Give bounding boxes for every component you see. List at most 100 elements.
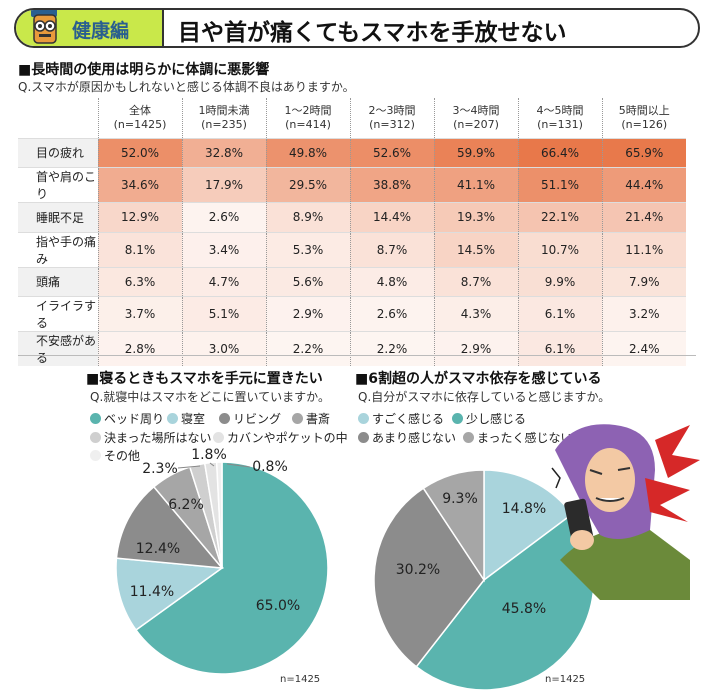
legend-label: 決まった場所はない xyxy=(104,431,212,445)
pie1-question: Q.就寝中はスマホをどこに置いていますか。 xyxy=(90,390,330,404)
table-cell: 8.7% xyxy=(433,266,518,297)
table-cell: 4.3% xyxy=(433,296,518,332)
legend-label: 寝室 xyxy=(181,412,206,426)
section-divider xyxy=(18,355,696,356)
column-n: (n=235) xyxy=(201,117,247,131)
legend-label: まったく感じない xyxy=(477,431,573,445)
legend-item: 寝室 xyxy=(167,410,205,427)
table-cell: 32.8% xyxy=(181,137,266,168)
table-cell: 44.4% xyxy=(601,167,686,203)
pie-1 xyxy=(115,461,329,675)
pie-slice xyxy=(215,461,223,569)
table-cell: 5.1% xyxy=(181,296,266,332)
legend-swatch xyxy=(358,413,369,424)
pie-slice xyxy=(422,469,485,583)
pie1-title: ■寝るときもスマホを手元に置きたい xyxy=(86,371,323,387)
table-row: 睡眠不足 12.9% 2.6% 8.9% 14.4% 19.3% 22.1% 21.4% xyxy=(18,202,686,233)
table-cell: 34.6% xyxy=(97,167,182,203)
slice-label: 30.2% xyxy=(396,562,440,578)
table-cell: 29.5% xyxy=(265,167,350,203)
table-cell: 10.7% xyxy=(517,231,602,268)
slice-label: 6.2% xyxy=(168,497,204,513)
table-cell: 2.6% xyxy=(181,202,266,233)
table-cell: 6.1% xyxy=(517,296,602,332)
table-cell: 2.9% xyxy=(265,296,350,332)
table-cell: 8.7% xyxy=(349,231,434,268)
slice-label: 45.8% xyxy=(502,601,546,617)
mascot-icon xyxy=(31,10,57,44)
column-header: 全体 (n=1425) xyxy=(97,98,182,138)
stressed-person-illustration xyxy=(551,424,700,600)
column-name: 4～5時間 xyxy=(536,103,584,117)
header-bar: 健康編 目や首が痛くてもスマホを手放せない xyxy=(14,8,700,48)
legend-label: あまり感じない xyxy=(372,431,457,445)
table-cell: 65.9% xyxy=(601,137,686,168)
column-header: 3～4時間 (n=207) xyxy=(433,98,518,138)
slice-label: 1.8% xyxy=(191,447,227,463)
legend-swatch xyxy=(358,432,369,443)
pie-slice xyxy=(134,461,329,675)
row-label: 不安感がある xyxy=(18,331,98,367)
table-cell: 3.0% xyxy=(181,331,266,367)
table-cell: 8.9% xyxy=(265,202,350,233)
legend-item: 書斎 xyxy=(292,410,330,427)
column-header: 1時間未満 (n=235) xyxy=(181,98,266,138)
column-name: 3～4時間 xyxy=(452,103,500,117)
slice-label: 14.8% xyxy=(502,501,546,517)
table-cell: 6.3% xyxy=(97,266,182,297)
column-name: 2～3時間 xyxy=(368,103,416,117)
legend-label: ベッド周り xyxy=(104,412,165,426)
table-row: 首や肩のこり 34.6% 17.9% 29.5% 38.8% 41.1% 51.1% 44.4… xyxy=(18,167,686,203)
table-cell: 5.3% xyxy=(265,231,350,268)
slice-label: 12.4% xyxy=(136,541,180,557)
table-cell: 49.8% xyxy=(265,137,350,168)
symptom-table: 全体 (n=1425) 1時間未満 (n=235) 1～2時間 (n=414) 2～3時間(… xyxy=(18,98,686,367)
pie2-question: Q.自分がスマホに依存していると感じますか。 xyxy=(358,390,611,404)
table-cell: 4.8% xyxy=(349,266,434,297)
pie-slice xyxy=(115,557,225,632)
row-label: イライラする xyxy=(18,296,98,332)
legend-item: リビング xyxy=(219,410,281,427)
column-header: 5時間以上 (n=126) xyxy=(601,98,686,138)
table-cell: 2.6% xyxy=(349,296,434,332)
legend-label: リビング xyxy=(233,412,282,426)
table-cell: 9.9% xyxy=(517,266,602,297)
legend-item: 少し感じる xyxy=(452,410,526,427)
table-cell: 14.4% xyxy=(349,202,434,233)
column-n: (n=1425) xyxy=(113,117,167,131)
table-cell: 2.9% xyxy=(433,331,518,367)
column-n: (n=414) xyxy=(285,117,331,131)
table-cell: 38.8% xyxy=(349,167,434,203)
legend-item: あまり感じない xyxy=(358,429,456,446)
section1-title: ■長時間の使用は明らかに体調に悪影響 xyxy=(18,62,270,78)
table-row: 目の疲れ 52.0% 32.8% 49.8% 52.6% 59.9% 66.4% 65.9% xyxy=(18,137,686,168)
row-label: 目の疲れ xyxy=(18,137,98,168)
table-cell: 51.1% xyxy=(517,167,602,203)
table-cell: 7.9% xyxy=(601,266,686,297)
leader-line xyxy=(226,463,251,468)
table-cell: 21.4% xyxy=(601,202,686,233)
legend-swatch xyxy=(452,413,463,424)
table-cell: 59.9% xyxy=(433,137,518,168)
table-cell: 11.1% xyxy=(601,231,686,268)
row-label: 首や肩のこり xyxy=(18,167,98,203)
table-cell: 6.1% xyxy=(517,331,602,367)
pie-slice xyxy=(115,485,224,569)
table-row: イライラする 3.7% 5.1% 2.9% 2.6% 4.3% 6.1% 3.2% xyxy=(18,296,686,332)
slice-label: 2.3% xyxy=(142,461,178,477)
table-cell: 66.4% xyxy=(517,137,602,168)
legend-label: その他 xyxy=(104,449,141,463)
column-header: 4～5時間 (n=131) xyxy=(517,98,602,138)
sample-size: n=1425 xyxy=(545,674,585,685)
legend-swatch xyxy=(90,450,101,461)
table-cell: 3.4% xyxy=(181,231,266,268)
table-cell: 19.3% xyxy=(433,202,518,233)
table-cell: 17.9% xyxy=(181,167,266,203)
column-n: (n=126) xyxy=(621,117,668,131)
table-cell: 41.1% xyxy=(433,167,518,203)
table-row: 不安感がある 2.8% 3.0% 2.2% 2.2% 2.9% 6.1% 2.4% xyxy=(18,331,686,367)
row-label: 睡眠不足 xyxy=(18,202,98,233)
slice-label: 11.4% xyxy=(130,584,174,600)
table-cell: 2.2% xyxy=(349,331,434,367)
